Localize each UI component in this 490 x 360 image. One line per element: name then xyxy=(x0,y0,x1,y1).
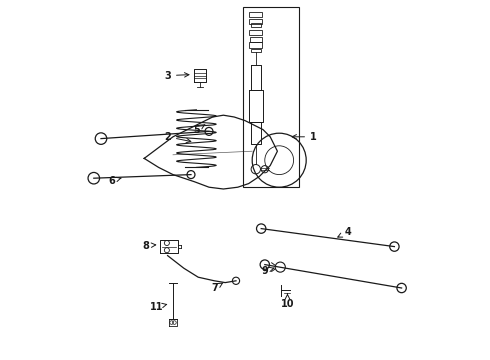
Text: 7: 7 xyxy=(211,283,223,293)
Bar xyxy=(249,30,262,35)
Text: 11: 11 xyxy=(150,302,167,312)
Bar xyxy=(243,7,299,187)
Text: 8: 8 xyxy=(143,240,156,251)
Text: 10: 10 xyxy=(281,294,294,309)
Text: 1: 1 xyxy=(292,132,317,142)
Bar xyxy=(250,37,262,42)
Bar xyxy=(251,49,261,52)
Text: 3: 3 xyxy=(164,71,189,81)
Bar xyxy=(249,42,262,48)
Bar xyxy=(249,19,262,24)
Text: 9: 9 xyxy=(262,266,274,276)
Text: 6: 6 xyxy=(108,176,121,186)
Bar xyxy=(249,12,262,17)
Text: 4: 4 xyxy=(338,227,351,237)
Bar xyxy=(251,23,261,27)
Text: 2: 2 xyxy=(164,132,191,143)
Text: 5: 5 xyxy=(193,125,205,135)
